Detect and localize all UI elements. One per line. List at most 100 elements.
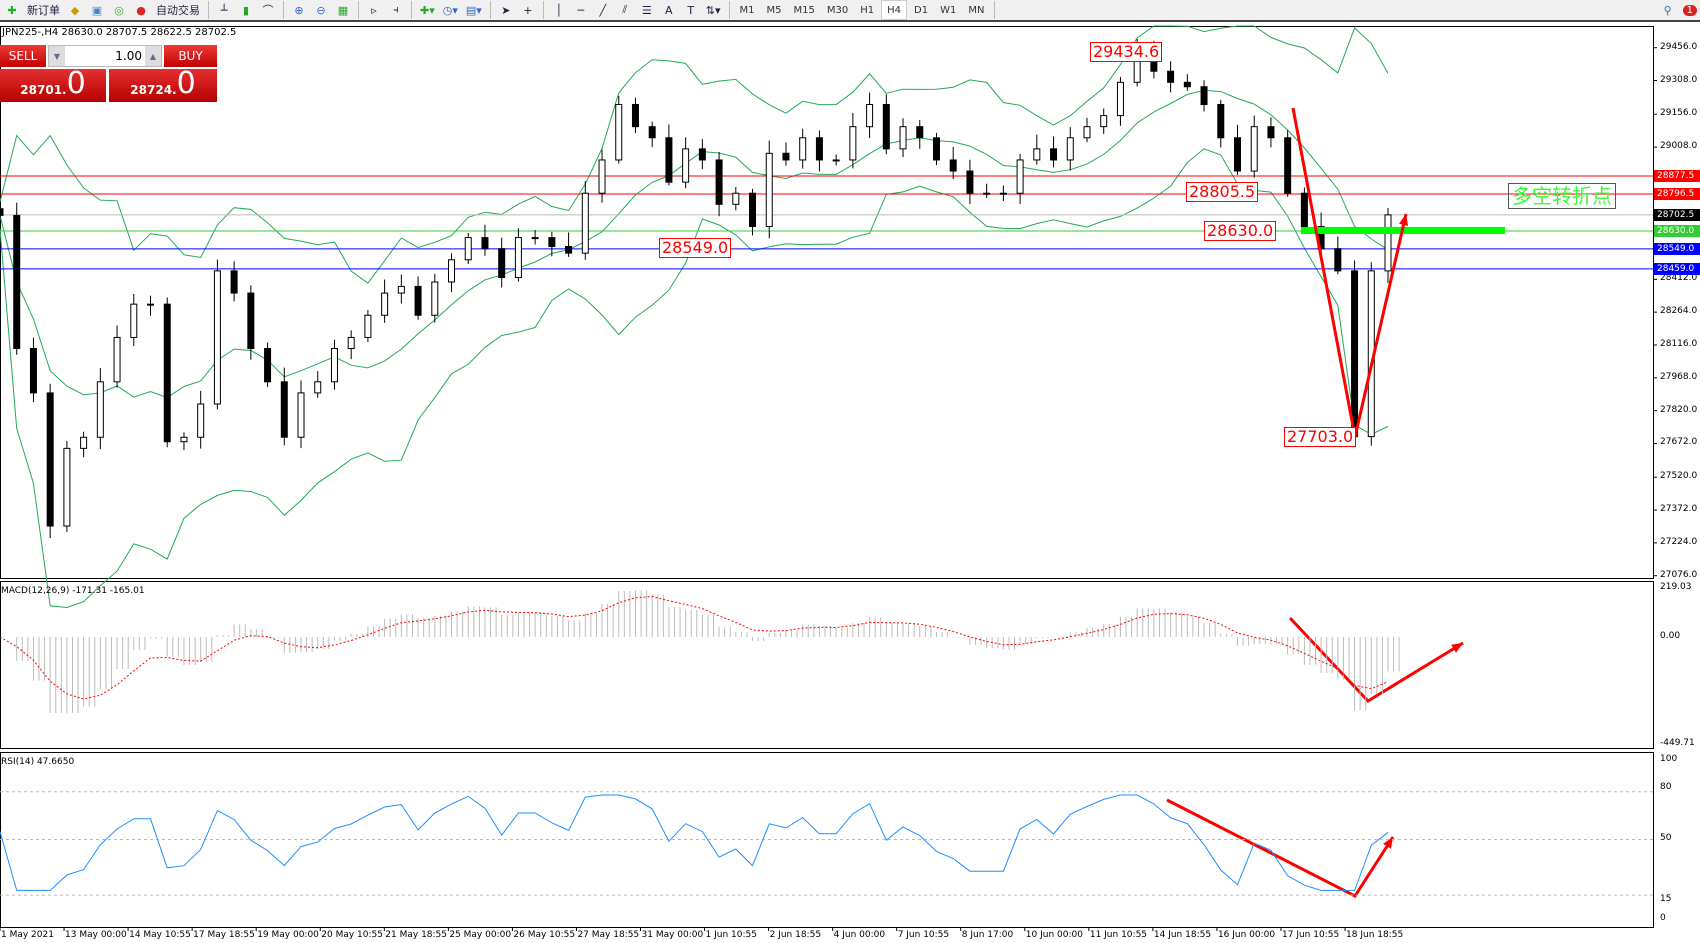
- notification-icon[interactable]: 1: [1680, 0, 1700, 20]
- sell-price[interactable]: 28701. 0: [0, 69, 106, 102]
- templates-icon[interactable]: ▤▾: [465, 3, 482, 17]
- bollinger-upper: [0, 25, 1389, 284]
- bearish-candle: [1334, 248, 1342, 272]
- new-order-icon[interactable]: ✚: [7, 3, 17, 17]
- bullish-candle: [314, 381, 322, 394]
- trendline-icon[interactable]: ╱: [599, 3, 607, 17]
- macd-label: MACD(12,26,9) -171.31 -165.01: [1, 586, 145, 596]
- history-center-icon[interactable]: ◆: [70, 3, 80, 17]
- timeframe-w1[interactable]: W1: [940, 4, 957, 16]
- time-axis-label: 14 May 10:55: [129, 930, 191, 940]
- bullish-candle: [799, 137, 807, 161]
- timeframe-m15[interactable]: M15: [793, 4, 815, 16]
- line-chart-icon[interactable]: ⌒: [262, 4, 274, 17]
- lot-input[interactable]: [65, 46, 145, 66]
- auto-trading-button[interactable]: 自动交易: [156, 4, 200, 17]
- chart-window[interactable]: [0, 22, 1700, 943]
- text-label-icon[interactable]: T: [687, 3, 695, 17]
- bar-chart-icon[interactable]: ┴: [220, 3, 228, 17]
- price-label-high[interactable]: 29434.6: [1090, 42, 1163, 62]
- bullish-candle: [899, 126, 907, 150]
- bullish-candle: [983, 192, 991, 195]
- options-icon[interactable]: ▣: [91, 3, 103, 17]
- price-label-low[interactable]: 27703.0: [1284, 427, 1357, 447]
- rsi-axis-label: 15: [1660, 894, 1672, 904]
- lot-stepper[interactable]: ▼ ▲: [48, 45, 162, 67]
- bearish-candle: [1267, 126, 1275, 139]
- indicators-icon[interactable]: ✚▾: [420, 3, 435, 17]
- price-label[interactable]: 28805.5: [1186, 182, 1259, 202]
- crosshair-icon[interactable]: +: [523, 3, 533, 17]
- bullish-candle: [1250, 126, 1258, 172]
- price-axis-label: 27224.0: [1660, 536, 1698, 547]
- zoom-in-icon[interactable]: ⊕: [294, 3, 304, 17]
- equidistant-channel-icon[interactable]: ⫽: [622, 3, 628, 16]
- timeframe-mn[interactable]: MN: [968, 4, 985, 16]
- time-axis-label: 27 May 18:55: [577, 930, 640, 940]
- toolbar-separator: [411, 1, 412, 19]
- chart-header: JPN225-,H4 28630.0 28707.5 28622.5 28702…: [2, 27, 237, 38]
- timeframe-m30[interactable]: M30: [826, 4, 849, 16]
- price-label[interactable]: 28630.0: [1204, 221, 1277, 241]
- candlestick-icon[interactable]: ▮: [242, 3, 250, 17]
- timeframe-d1[interactable]: D1: [914, 4, 929, 16]
- signals-icon[interactable]: ◎: [114, 3, 124, 17]
- reversal-point-annotation[interactable]: 多空转折点: [1508, 183, 1616, 209]
- vertical-line-icon[interactable]: │: [555, 3, 563, 17]
- horizontal-line-icon[interactable]: ─: [577, 3, 585, 17]
- sell-price-pips: 0: [66, 66, 86, 101]
- chart-shift-icon[interactable]: ⫞: [393, 3, 399, 16]
- bearish-candle: [916, 126, 924, 139]
- timeframe-h1[interactable]: H1: [860, 4, 875, 16]
- bullish-candle: [213, 270, 221, 405]
- price-label[interactable]: 28549.0: [659, 238, 732, 258]
- bullish-candle: [1083, 126, 1091, 139]
- rsi-axis-label: 0: [1660, 913, 1666, 923]
- text-icon[interactable]: A: [665, 3, 673, 17]
- bearish-candle: [280, 381, 288, 438]
- rsi-axis-label: 100: [1660, 754, 1678, 764]
- sell-button[interactable]: SELL: [0, 45, 46, 67]
- search-icon[interactable]: ⚲: [1663, 3, 1672, 17]
- fibonacci-icon[interactable]: ☰: [641, 3, 652, 17]
- auto-trading-icon[interactable]: ●: [136, 3, 146, 17]
- price-axis-label: 29008.0: [1660, 141, 1698, 152]
- auto-scroll-icon[interactable]: ▹: [371, 3, 377, 17]
- bearish-candle: [1284, 137, 1292, 194]
- chart-canvas[interactable]: [0, 22, 1700, 943]
- bearish-candle: [1217, 103, 1225, 139]
- price-axis-label: 28412.0: [1660, 273, 1698, 284]
- buy-button[interactable]: BUY: [164, 45, 217, 67]
- arrows-icon[interactable]: ⇅▾: [705, 3, 721, 17]
- new-order-button[interactable]: 新订单: [27, 4, 60, 17]
- lot-increase-icon[interactable]: ▲: [145, 46, 161, 66]
- time-axis-label: 1 Jun 10:55: [705, 930, 757, 940]
- bearish-candle: [0, 208, 4, 216]
- bullish-candle: [180, 436, 188, 443]
- bullish-candle: [80, 436, 88, 449]
- periods-icon[interactable]: ◷▾: [442, 3, 458, 17]
- buy-price-main: 28724: [130, 83, 173, 97]
- timeframe-h4[interactable]: H4: [881, 0, 908, 20]
- toolbar-separator: [994, 1, 996, 19]
- price-level-tag: 28702.5: [1654, 208, 1700, 221]
- timeframe-m1[interactable]: M1: [739, 4, 755, 16]
- bearish-candle: [414, 285, 422, 316]
- bearish-candle: [815, 137, 823, 161]
- bearish-candle: [46, 392, 54, 527]
- lot-decrease-icon[interactable]: ▼: [49, 46, 65, 66]
- buy-price[interactable]: 28724. 0: [109, 69, 217, 102]
- time-axis-label: 31 May 00:00: [641, 930, 704, 940]
- time-axis-label: 1 May 2021: [1, 930, 54, 940]
- rsi-axis-label: 50: [1660, 833, 1672, 843]
- timeframe-m5[interactable]: M5: [766, 4, 782, 16]
- tile-windows-icon[interactable]: ▦: [337, 3, 349, 17]
- bullish-candle: [581, 192, 589, 254]
- time-axis-label: 18 Jun 18:55: [1346, 930, 1404, 940]
- price-axis-label: 29308.0: [1660, 74, 1698, 85]
- bullish-candle: [615, 103, 623, 161]
- bullish-candle: [397, 285, 405, 294]
- cursor-icon[interactable]: ➤: [501, 3, 511, 17]
- zoom-out-icon[interactable]: ⊖: [316, 3, 326, 17]
- bullish-candle: [63, 447, 71, 527]
